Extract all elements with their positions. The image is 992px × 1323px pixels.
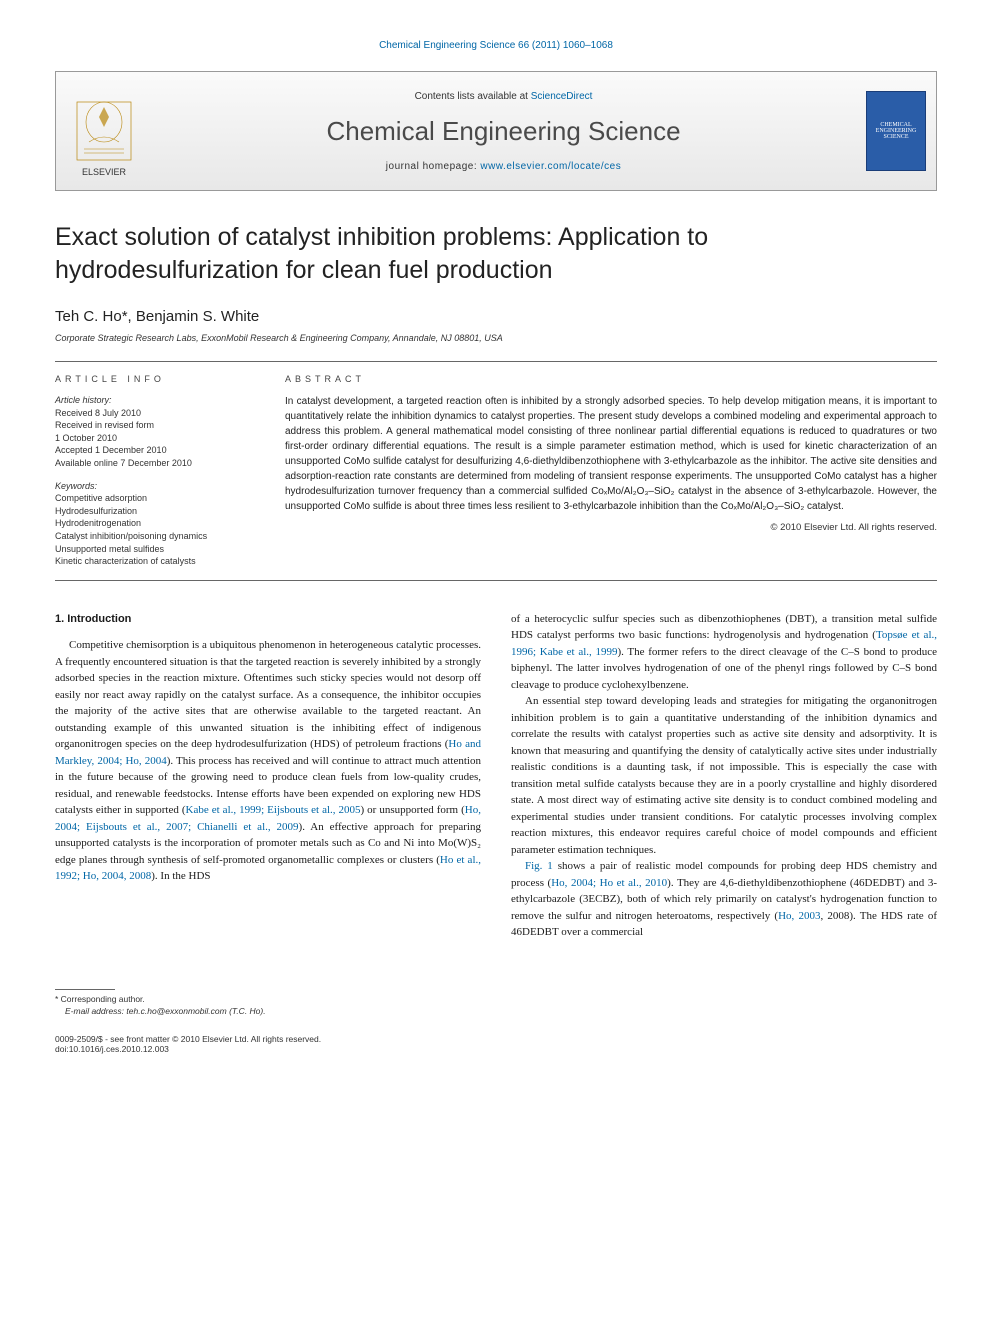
- right-column: of a heterocyclic sulfur species such as…: [511, 611, 937, 941]
- corresponding-note: * Corresponding author.: [55, 994, 470, 1004]
- keyword: Hydrodenitrogenation: [55, 517, 270, 530]
- text-run: of a heterocyclic sulfur species such as…: [511, 613, 937, 642]
- citation-link[interactable]: Kabe et al., 1999; Eijsbouts et al., 200…: [186, 804, 361, 816]
- journal-name: Chemical Engineering Science: [326, 116, 680, 147]
- citation-link[interactable]: Ho, 2003: [778, 910, 820, 922]
- footer-separator: [55, 989, 115, 990]
- contents-prefix: Contents lists available at: [415, 91, 531, 102]
- history-line: Accepted 1 December 2010: [55, 444, 270, 457]
- text-run: Competitive chemisorption is a ubiquitou…: [55, 639, 481, 750]
- history-line: Received in revised form: [55, 419, 270, 432]
- body-paragraph: Fig. 1 shows a pair of realistic model c…: [511, 858, 937, 941]
- keyword: Kinetic characterization of catalysts: [55, 555, 270, 568]
- body-paragraph: Competitive chemisorption is a ubiquitou…: [55, 637, 481, 885]
- banner-cover-cell: CHEMICAL ENGINEERING SCIENCE: [856, 72, 936, 190]
- text-run: ). In the HDS: [151, 870, 210, 882]
- body-paragraph: An essential step toward developing lead…: [511, 693, 937, 858]
- elsevier-logo: ELSEVIER: [69, 97, 139, 182]
- sciencedirect-link[interactable]: ScienceDirect: [531, 91, 593, 102]
- email-label: E-mail address:: [65, 1006, 124, 1016]
- contents-line: Contents lists available at ScienceDirec…: [415, 91, 593, 102]
- history-label: Article history:: [55, 394, 270, 407]
- email-line: E-mail address: teh.c.ho@exxonmobil.com …: [65, 1006, 470, 1016]
- history-line: Received 8 July 2010: [55, 407, 270, 420]
- banner-center: Contents lists available at ScienceDirec…: [151, 72, 856, 190]
- abstract-heading: ABSTRACT: [285, 374, 937, 384]
- body-paragraph: of a heterocyclic sulfur species such as…: [511, 611, 937, 694]
- keywords-block: Keywords: Competitive adsorption Hydrode…: [55, 480, 270, 568]
- keyword: Catalyst inhibition/poisoning dynamics: [55, 530, 270, 543]
- article-info-heading: ARTICLE INFO: [55, 374, 270, 384]
- homepage-link[interactable]: www.elsevier.com/locate/ces: [480, 161, 621, 172]
- doi-line: doi:10.1016/j.ces.2010.12.003: [55, 1044, 937, 1054]
- keyword: Unsupported metal sulfides: [55, 543, 270, 556]
- article-history: Article history: Received 8 July 2010 Re…: [55, 394, 270, 470]
- body-columns: 1. Introduction Competitive chemisorptio…: [55, 611, 937, 941]
- section-heading: 1. Introduction: [55, 611, 481, 628]
- issn-line: 0009-2509/$ - see front matter © 2010 El…: [55, 1034, 937, 1044]
- history-line: 1 October 2010: [55, 432, 270, 445]
- issn-doi-block: 0009-2509/$ - see front matter © 2010 El…: [55, 1034, 937, 1054]
- abstract-copyright: © 2010 Elsevier Ltd. All rights reserved…: [285, 522, 937, 533]
- abstract-text: In catalyst development, a targeted reac…: [285, 394, 937, 514]
- journal-cover-thumbnail: CHEMICAL ENGINEERING SCIENCE: [866, 91, 926, 171]
- figure-link[interactable]: Fig. 1: [525, 860, 553, 872]
- publisher-logo-cell: ELSEVIER: [56, 72, 151, 190]
- keyword: Competitive adsorption: [55, 492, 270, 505]
- journal-banner: ELSEVIER Contents lists available at Sci…: [55, 71, 937, 191]
- affiliation: Corporate Strategic Research Labs, Exxon…: [55, 333, 937, 343]
- article-info-block: ARTICLE INFO Article history: Received 8…: [55, 362, 285, 580]
- citation-link[interactable]: Ho, 2004; Ho et al., 2010: [551, 877, 667, 889]
- keyword: Hydrodesulfurization: [55, 505, 270, 518]
- left-column: 1. Introduction Competitive chemisorptio…: [55, 611, 481, 941]
- corresponding-author-block: * Corresponding author. E-mail address: …: [55, 981, 470, 1016]
- svg-text:ELSEVIER: ELSEVIER: [81, 167, 126, 177]
- article-title: Exact solution of catalyst inhibition pr…: [55, 221, 937, 286]
- authors: Teh C. Ho*, Benjamin S. White: [55, 308, 937, 325]
- history-line: Available online 7 December 2010: [55, 457, 270, 470]
- header-citation: Chemical Engineering Science 66 (2011) 1…: [55, 40, 937, 51]
- meta-row: ARTICLE INFO Article history: Received 8…: [55, 361, 937, 581]
- email-address: teh.c.ho@exxonmobil.com (T.C. Ho).: [124, 1006, 266, 1016]
- homepage-prefix: journal homepage:: [386, 161, 481, 172]
- abstract-block: ABSTRACT In catalyst development, a targ…: [285, 362, 937, 580]
- keywords-label: Keywords:: [55, 480, 270, 493]
- text-run: ) or unsupported form (: [361, 804, 465, 816]
- homepage-line: journal homepage: www.elsevier.com/locat…: [386, 161, 621, 172]
